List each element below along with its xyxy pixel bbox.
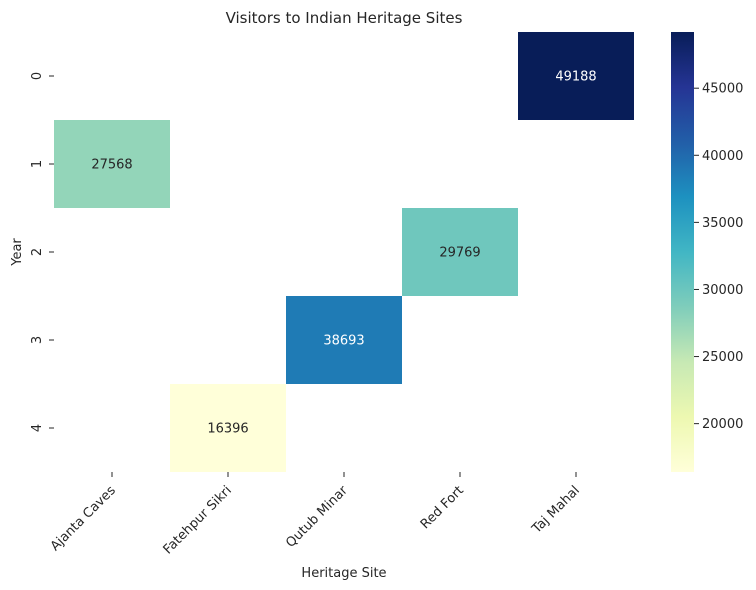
cell-value-label: 16396 bbox=[207, 422, 248, 437]
y-tick-label: 2 bbox=[30, 248, 45, 256]
x-tick-label: Red Fort bbox=[418, 483, 467, 532]
cell-value-label: 27568 bbox=[91, 158, 132, 173]
colorbar-tick-label: 35000 bbox=[702, 216, 743, 231]
y-axis-label: Year bbox=[10, 238, 25, 267]
y-tick-label: 1 bbox=[30, 160, 45, 168]
cell-value-label: 49188 bbox=[555, 70, 596, 85]
heatmap-cell bbox=[518, 32, 634, 120]
chart-title: Visitors to Indian Heritage Sites bbox=[226, 9, 463, 27]
x-axis-ticks: Ajanta Caves Fatehpur Sikri Qutub Minar Red… bbox=[48, 472, 583, 557]
y-tick-label: 0 bbox=[30, 72, 45, 80]
cell-value-label: 29769 bbox=[439, 246, 480, 261]
heatmap-cell bbox=[54, 120, 170, 208]
colorbar-tick-label: 40000 bbox=[702, 149, 743, 164]
colorbar-tick-label: 20000 bbox=[702, 417, 743, 432]
y-axis-ticks: 0 1 2 3 4 bbox=[30, 72, 54, 432]
heatmap-cell bbox=[170, 384, 286, 472]
colorbar-tick-label: 45000 bbox=[702, 82, 743, 97]
y-tick-label: 3 bbox=[30, 336, 45, 344]
heatmap-cell bbox=[402, 208, 518, 296]
cell-value-label: 38693 bbox=[323, 334, 364, 349]
y-tick-label: 4 bbox=[30, 424, 45, 432]
colorbar-tick-label: 25000 bbox=[702, 350, 743, 365]
heatmap-cells: 49188 27568 29769 38693 16396 bbox=[54, 32, 634, 472]
x-tick-label: Fatehpur Sikri bbox=[161, 483, 235, 557]
x-tick-label: Qutub Minar bbox=[283, 483, 351, 551]
colorbar-ticks: 20000 25000 30000 35000 40000 45000 bbox=[694, 82, 743, 432]
x-tick-label: Taj Mahal bbox=[529, 483, 583, 537]
colorbar-tick-label: 30000 bbox=[702, 283, 743, 298]
colorbar bbox=[671, 32, 694, 472]
x-axis-label: Heritage Site bbox=[301, 566, 386, 581]
x-tick-label: Ajanta Caves bbox=[48, 483, 119, 554]
heatmap-cell bbox=[286, 296, 402, 384]
